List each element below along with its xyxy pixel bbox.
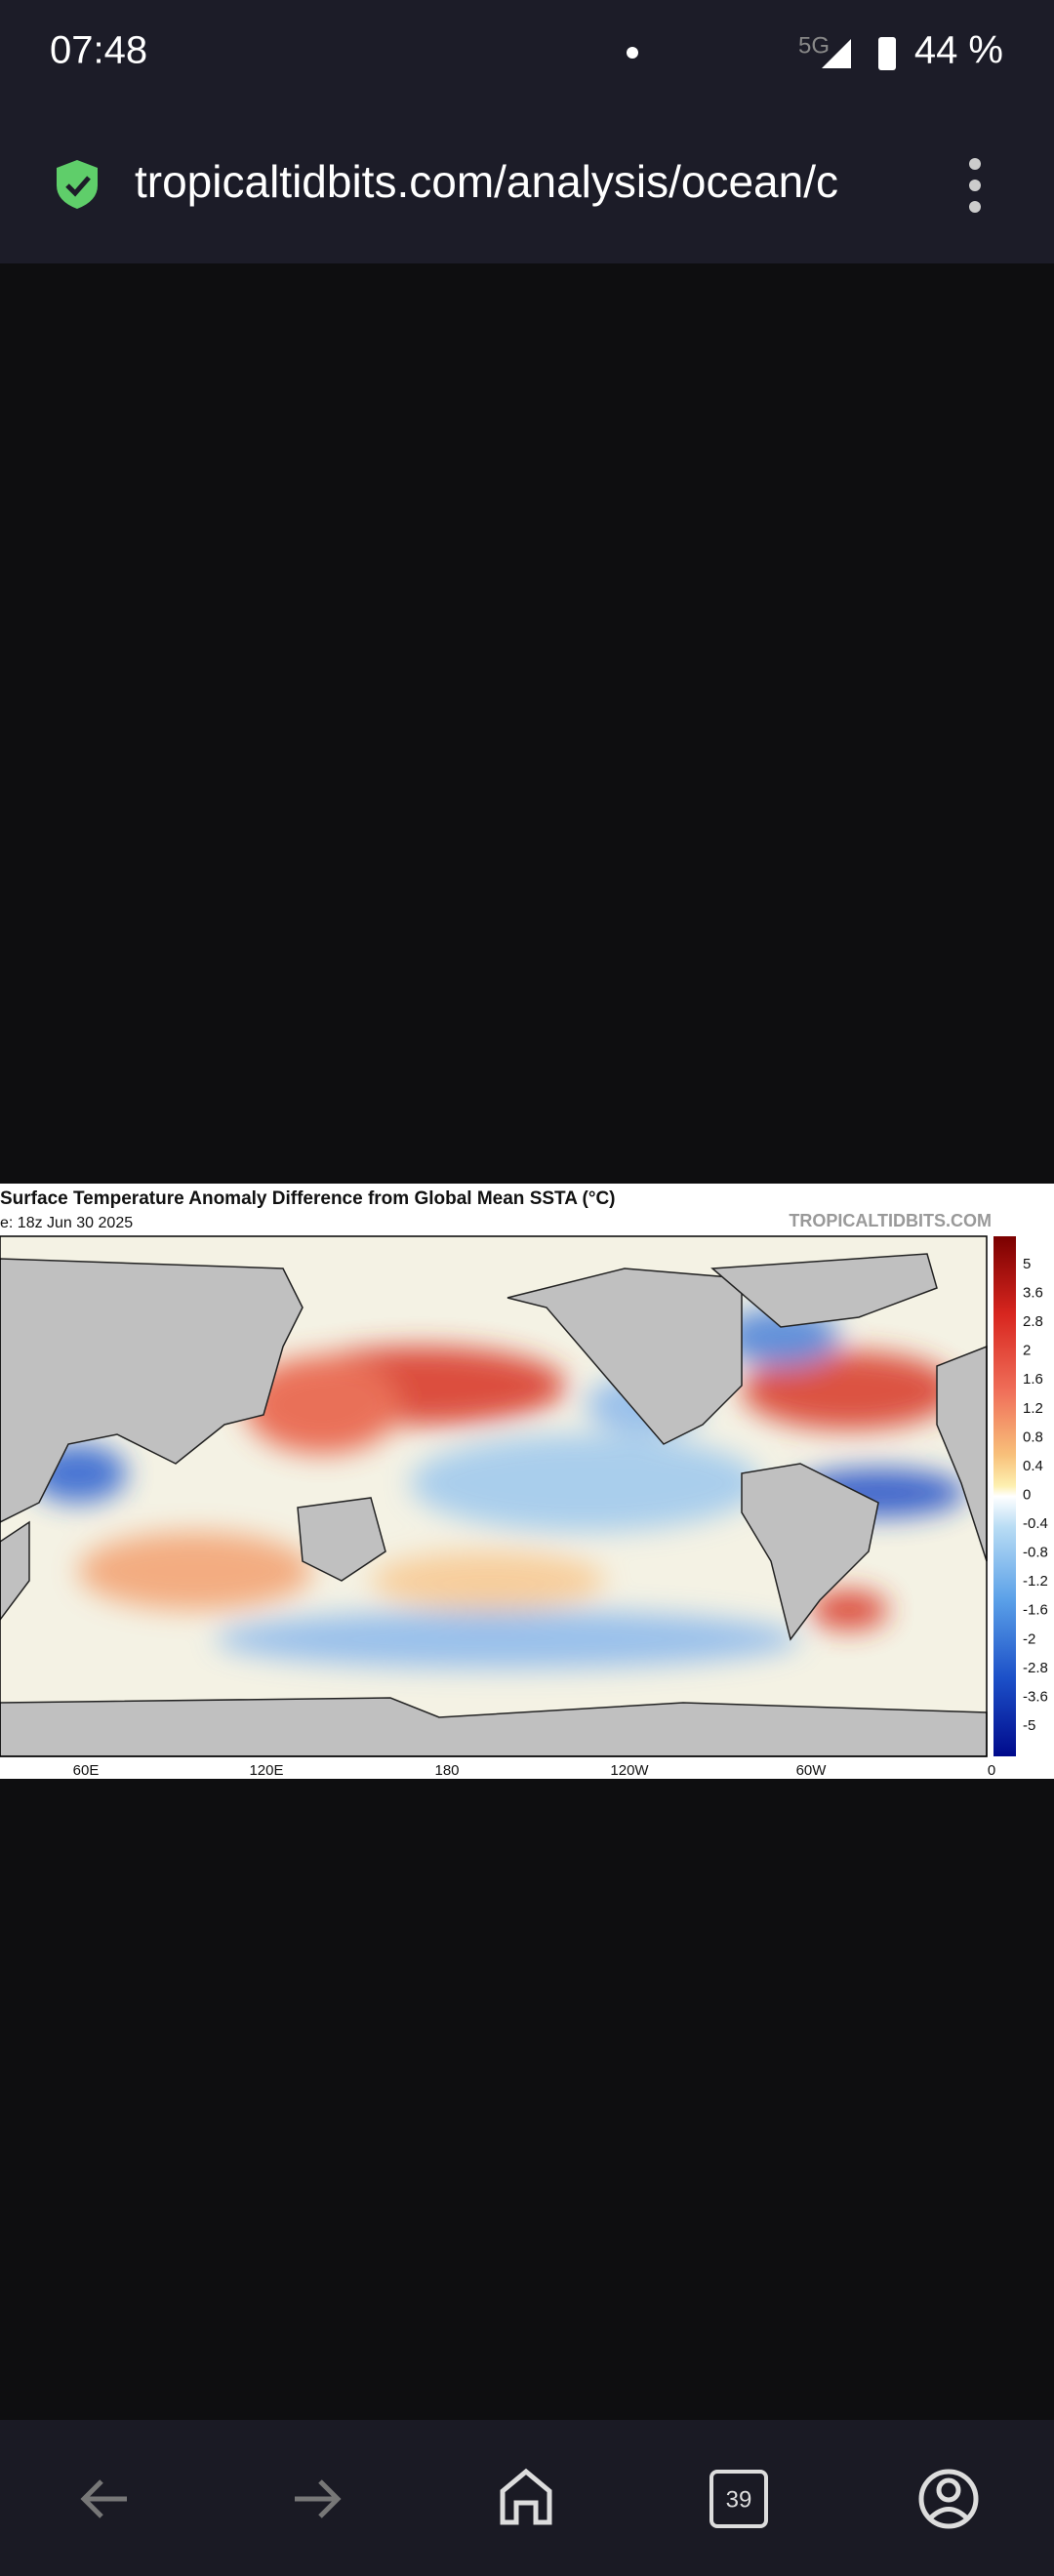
clock: 07:48 [50, 29, 147, 72]
colorbar-label: -0.8 [1023, 1545, 1048, 1561]
x-label: 120E [249, 1762, 283, 1779]
menu-button[interactable] [969, 158, 981, 213]
back-button[interactable] [80, 2479, 127, 2518]
colorbar-label: 0.4 [1023, 1458, 1043, 1474]
tabs-button[interactable] [709, 2470, 768, 2528]
colorbar-label: 5 [1023, 1256, 1031, 1272]
x-label: 180 [434, 1762, 459, 1779]
battery: 44 % [914, 29, 1003, 72]
forward-button[interactable] [295, 2479, 342, 2518]
colorbar-label: -0.4 [1023, 1515, 1048, 1532]
nav-bar [0, 2420, 1054, 2576]
x-label: 0 [988, 1762, 995, 1779]
colorbar-label: -1.6 [1023, 1602, 1048, 1619]
colorbar-label: 2.8 [1023, 1313, 1043, 1330]
colorbar-label: 1.2 [1023, 1400, 1043, 1417]
colorbar-label: 2 [1023, 1343, 1031, 1359]
battery-icon [878, 37, 896, 70]
dot [627, 47, 638, 59]
x-label: 60W [796, 1762, 828, 1779]
tab-count: 39 [726, 2486, 752, 2513]
colorbar-label: 0.8 [1023, 1429, 1043, 1445]
colorbar-label: 1.6 [1023, 1371, 1043, 1388]
home-button[interactable] [500, 2468, 552, 2525]
colorbar-label: 3.6 [1023, 1285, 1043, 1302]
signal-icon [822, 39, 851, 68]
secure-icon [57, 160, 98, 209]
colorbar-label: -1.2 [1023, 1573, 1048, 1590]
account-button[interactable] [918, 2469, 979, 2529]
url[interactable]: tropicaltidbits.com/analysis/ocean/c [135, 156, 838, 207]
watermark: TROPICALTIDBITS.COM [789, 1211, 992, 1230]
colorbar-label: -2.8 [1023, 1660, 1048, 1676]
network: 5G [798, 32, 830, 59]
map-subtitle: e: 18z Jun 30 2025 [0, 1215, 133, 1231]
colorbar [993, 1236, 1016, 1756]
x-label: 60E [73, 1762, 100, 1779]
colorbar-label: -2 [1023, 1630, 1035, 1647]
map [0, 1235, 988, 1757]
x-label: 120W [610, 1762, 649, 1779]
map-title: Surface Temperature Anomaly Difference f… [0, 1188, 616, 1209]
colorbar-label: -5 [1023, 1717, 1035, 1734]
colorbar-label: -3.6 [1023, 1688, 1048, 1705]
colorbar-label: 0 [1023, 1486, 1031, 1503]
